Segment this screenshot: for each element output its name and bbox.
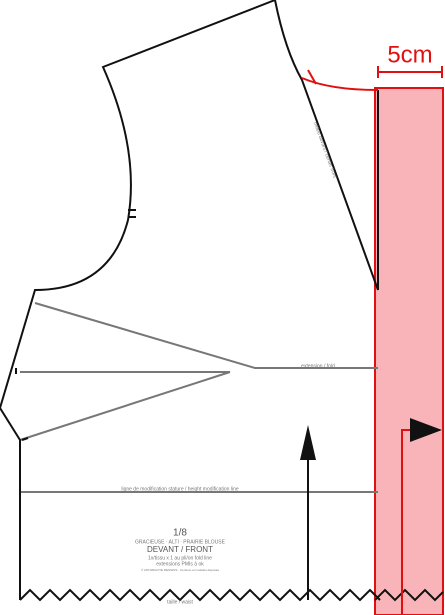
cut-note: 1x/tissu x 1 au pli/on fold line (148, 555, 212, 561)
dimension-label: 5cm (387, 41, 432, 68)
extension-band (374, 87, 444, 615)
fold-arrowhead (410, 418, 442, 442)
fold-label: extension / fold (301, 363, 335, 369)
footer-label: taille / waist (167, 599, 193, 605)
dimension-line (377, 66, 443, 78)
height-line-label: ligne de modification stature / height m… (121, 486, 239, 492)
piece-count: 1/8 (173, 528, 187, 539)
outline (0, 0, 379, 600)
notches (15, 209, 136, 441)
edge-label: milieu devant / center front (312, 121, 338, 179)
hem-zigzag (19, 588, 444, 602)
grain-arrow (300, 425, 316, 460)
copyright: © ANTHRACITE DESIGNS · Contenu et modèle… (141, 568, 220, 572)
piece-models: GRACIEUSE · ALTI · PRAIRIE BLOUSE (135, 539, 226, 545)
piece-notes: extensions PMIs à ok (156, 561, 204, 567)
neck-notch (307, 69, 317, 85)
extended-neckline (301, 77, 379, 91)
dart-lines (19, 302, 378, 493)
piece-name: DEVANT / FRONT (147, 545, 213, 554)
